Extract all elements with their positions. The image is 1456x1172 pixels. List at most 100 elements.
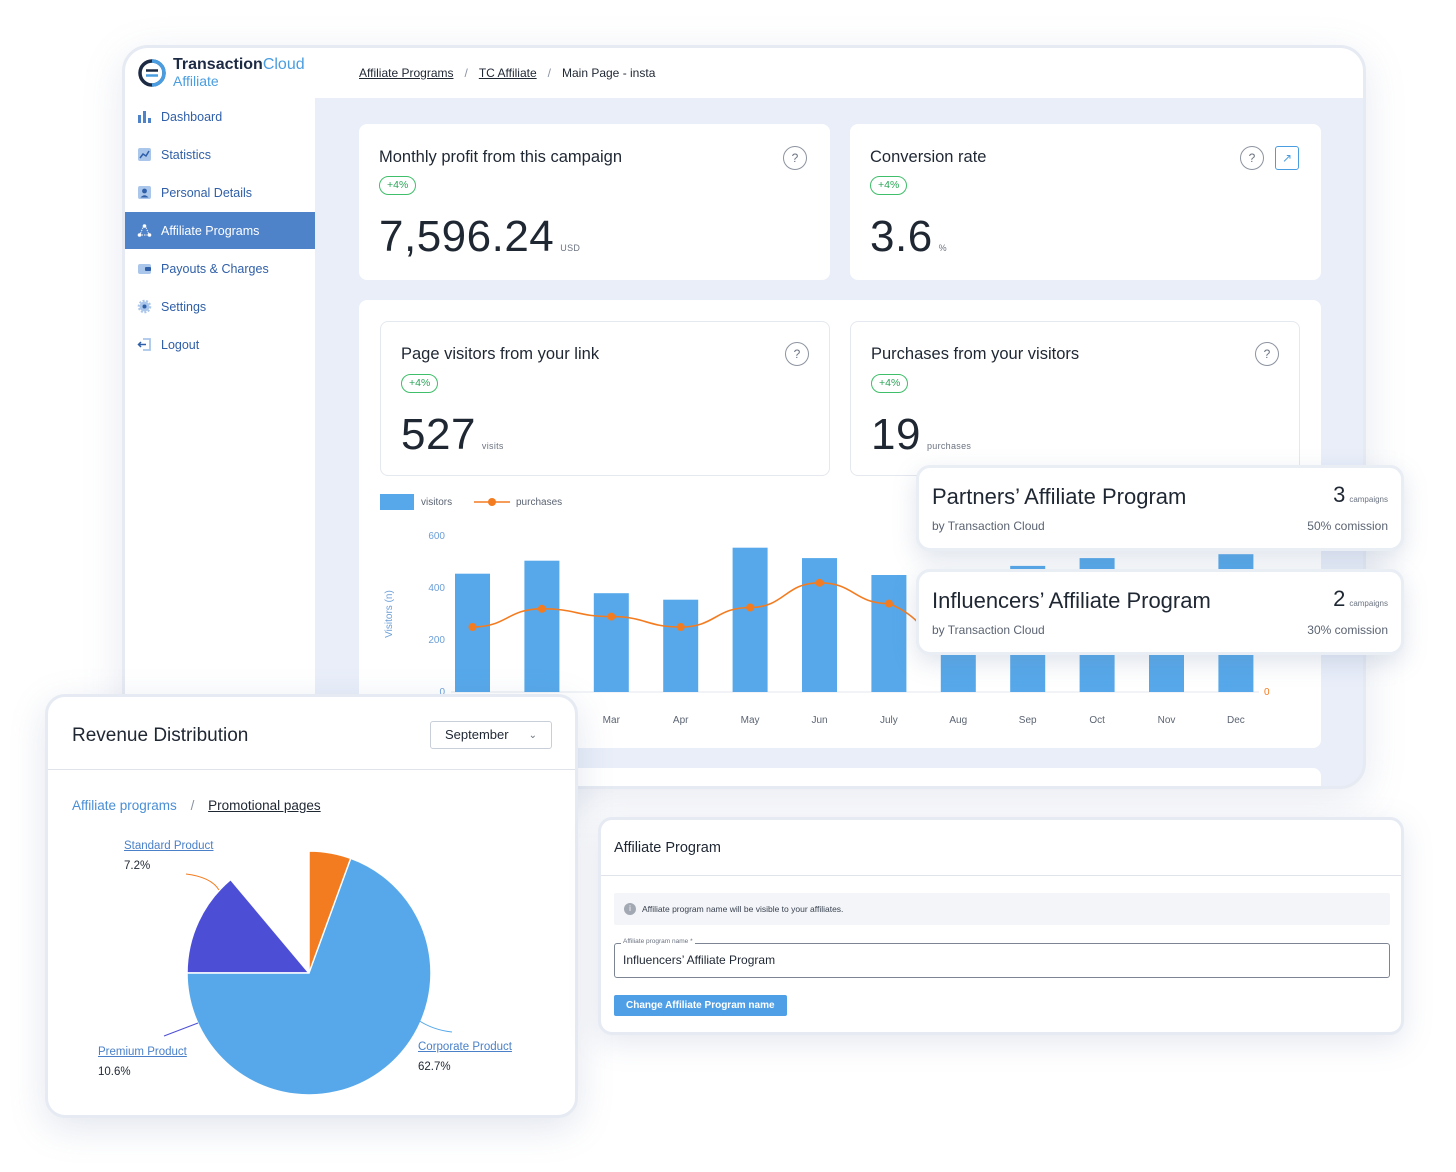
pie-slice-corporate-product[interactable] bbox=[186, 857, 432, 1096]
breadcrumb-link-tc-affiliate[interactable]: TC Affiliate bbox=[478, 66, 537, 80]
pie-label-premium-product[interactable]: Premium Product bbox=[98, 1046, 187, 1058]
program-card-influencers[interactable]: Influencers’ Affiliate Program by Transa… bbox=[916, 569, 1404, 655]
revenue-breadcrumb: Affiliate programs / Promotional pages bbox=[72, 798, 321, 813]
sidebar-item-label: Settings bbox=[161, 299, 207, 314]
point-purchases-jun bbox=[815, 578, 824, 587]
change-badge: +4% bbox=[870, 176, 908, 195]
x-tick-label: Sep bbox=[1019, 715, 1037, 726]
expand-icon[interactable]: ↗ bbox=[1275, 146, 1299, 170]
breadcrumb-link-affiliate-programs[interactable]: Affiliate programs bbox=[72, 798, 177, 813]
kpi-value: 7,596.24 USD bbox=[379, 212, 581, 261]
bar-visitors-feb bbox=[524, 560, 560, 692]
bar-chart-icon bbox=[137, 109, 152, 124]
pie-slice-premium-product[interactable] bbox=[186, 878, 311, 974]
kpi-card-conversion: Conversion rate ? ↗ +4% 3.6% bbox=[850, 124, 1321, 280]
campaign-count: 2 campaigns bbox=[1333, 586, 1388, 611]
pie-label-corporate-product[interactable]: Corporate Product bbox=[418, 1041, 512, 1053]
sidebar-item-dashboard[interactable]: Dashboard bbox=[125, 98, 315, 135]
breadcrumb: Affiliate Programs / TC Affiliate / Main… bbox=[315, 48, 1363, 98]
leader-line-standard bbox=[185, 873, 220, 891]
legend-swatch-visitors bbox=[380, 494, 414, 510]
kpi-card-visitors: Page visitors from your link ? +4% 527 vi… bbox=[380, 321, 830, 476]
gear-icon bbox=[137, 299, 152, 314]
kpi-title: Page visitors from your link bbox=[401, 345, 600, 363]
bar-visitors-may bbox=[732, 547, 768, 692]
bar-visitors-july bbox=[871, 575, 907, 692]
logo-icon bbox=[138, 59, 166, 87]
pie-percent-premium-product: 10.6% bbox=[98, 1066, 131, 1078]
sidebar: TransactionCloud Affiliate Dashboard Sta… bbox=[125, 48, 315, 786]
sidebar-item-affiliate-programs[interactable]: Affiliate Programs bbox=[125, 212, 315, 249]
program-commission: 50% comission bbox=[1307, 519, 1388, 533]
x-tick-label: Aug bbox=[949, 715, 967, 726]
campaign-count: 3 campaigns bbox=[1333, 482, 1388, 507]
kpi-title: Monthly profit from this campaign bbox=[379, 148, 623, 166]
pie-percent-standard-product: 7.2% bbox=[124, 860, 151, 872]
program-commission: 30% comission bbox=[1307, 623, 1388, 637]
x-tick-label: Mar bbox=[603, 715, 621, 726]
revenue-distribution-card: Revenue Distribution September ⌄ Affilia… bbox=[45, 694, 578, 1118]
change-badge: +4% bbox=[401, 374, 439, 393]
x-tick-label: Apr bbox=[673, 715, 689, 726]
sidebar-item-settings[interactable]: Settings bbox=[125, 288, 315, 325]
breadcrumb-link-affiliate-programs[interactable]: Affiliate Programs bbox=[359, 66, 454, 80]
breadcrumb-separator: / bbox=[190, 798, 195, 813]
affiliate-program-form: Affiliate Program i Affiliate program na… bbox=[598, 817, 1404, 1035]
chevron-down-icon: ⌄ bbox=[528, 730, 537, 741]
legend-marker-purchases bbox=[488, 498, 496, 506]
program-name-input[interactable] bbox=[623, 953, 1373, 967]
help-icon[interactable]: ? bbox=[783, 146, 807, 170]
kpi-card-purchases: Purchases from your visitors ? +4% 19 pur… bbox=[850, 321, 1300, 476]
help-icon[interactable]: ? bbox=[1255, 342, 1279, 366]
point-purchases-mar bbox=[607, 612, 616, 621]
breadcrumb-link-promotional-pages[interactable]: Promotional pages bbox=[208, 798, 321, 813]
kpi-card-profit: Monthly profit from this campaign ? +4% … bbox=[359, 124, 830, 280]
breadcrumb-current: Main Page - insta bbox=[561, 66, 656, 80]
point-purchases-may bbox=[746, 603, 755, 612]
info-text: Affiliate program name will be visible t… bbox=[642, 904, 844, 914]
pie-percent-corporate-product: 62.7% bbox=[418, 1061, 451, 1073]
month-select-value: September bbox=[445, 727, 509, 742]
point-purchases-july bbox=[884, 599, 893, 608]
sidebar-item-payouts-charges[interactable]: Payouts & Charges bbox=[125, 250, 315, 287]
breadcrumb-separator: / bbox=[547, 66, 551, 80]
help-icon[interactable]: ? bbox=[785, 342, 809, 366]
campaign-count-unit: campaigns bbox=[1349, 599, 1388, 608]
sidebar-item-logout[interactable]: Logout bbox=[125, 326, 315, 363]
sidebar-item-statistics[interactable]: Statistics bbox=[125, 136, 315, 173]
info-banner: i Affiliate program name will be visible… bbox=[614, 893, 1390, 925]
x-tick-label: Jun bbox=[811, 715, 827, 726]
program-name-field[interactable]: Affiliate program name * bbox=[614, 938, 1390, 978]
info-icon: i bbox=[624, 903, 636, 915]
x-tick-label: May bbox=[741, 715, 760, 726]
y-tick-label: 400 bbox=[428, 583, 445, 594]
help-icon[interactable]: ? bbox=[1240, 146, 1264, 170]
form-title: Affiliate Program bbox=[614, 840, 721, 856]
kpi-unit: purchases bbox=[926, 441, 972, 451]
statistics-icon bbox=[137, 147, 152, 162]
sidebar-item-label: Statistics bbox=[161, 147, 212, 162]
revenue-pie-chart bbox=[163, 850, 453, 1096]
y-axis-label: Visitors (n) bbox=[384, 590, 395, 638]
y-tick-label: 200 bbox=[428, 635, 445, 646]
divider bbox=[601, 875, 1401, 876]
x-tick-label: Oct bbox=[1089, 715, 1105, 726]
pie-label-standard-product[interactable]: Standard Product bbox=[124, 840, 214, 852]
bar-visitors-jun bbox=[802, 558, 837, 692]
program-owner: by Transaction Cloud bbox=[932, 519, 1045, 533]
point-purchases-apr bbox=[676, 623, 685, 631]
logout-icon bbox=[137, 337, 152, 352]
kpi-title: Conversion rate bbox=[870, 148, 987, 166]
month-select[interactable]: September ⌄ bbox=[430, 721, 552, 749]
kpi-unit: USD bbox=[560, 243, 581, 253]
change-program-name-button[interactable]: Change Affiliate Program name bbox=[614, 995, 787, 1016]
program-owner: by Transaction Cloud bbox=[932, 623, 1045, 637]
logo[interactable]: TransactionCloud Affiliate bbox=[137, 57, 305, 89]
program-card-partners[interactable]: Partners’ Affiliate Program by Transacti… bbox=[916, 465, 1404, 551]
program-name-field-label: Affiliate program name * bbox=[621, 938, 695, 945]
y-tick-label: 600 bbox=[428, 531, 445, 542]
sidebar-item-personal-details[interactable]: Personal Details bbox=[125, 174, 315, 211]
point-purchases-jan bbox=[468, 623, 477, 631]
brand-subtitle: Affiliate bbox=[173, 73, 219, 89]
x-tick-label: Nov bbox=[1158, 715, 1176, 726]
